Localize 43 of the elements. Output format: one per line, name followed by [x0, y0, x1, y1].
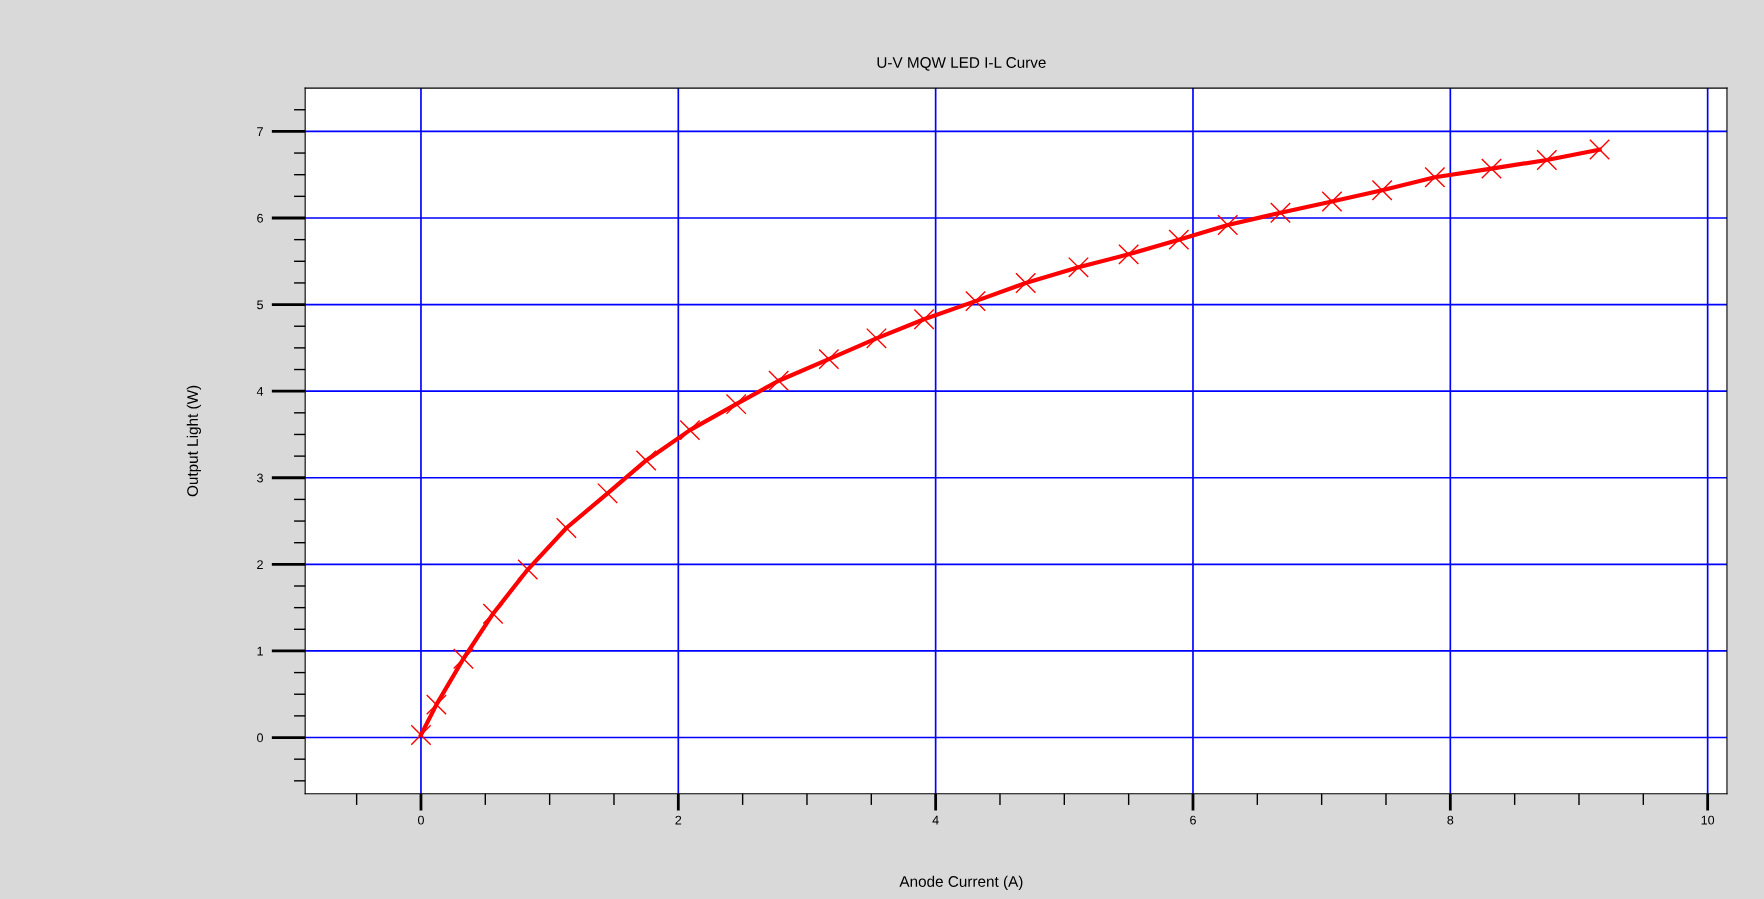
point	[679, 419, 701, 441]
point	[768, 370, 790, 392]
x-tick-label: 10	[1701, 815, 1715, 825]
x-tick-label: 8	[1447, 815, 1454, 825]
point	[482, 603, 504, 625]
y-tick-label: 5	[257, 300, 263, 310]
point	[410, 724, 432, 746]
point	[1321, 191, 1343, 212]
y-axis-title: Output Light (W)	[186, 385, 201, 497]
y-tick-label: 1	[257, 646, 263, 656]
x-tick-label: 2	[675, 815, 682, 825]
point	[913, 308, 935, 330]
y-tick-label: 2	[257, 560, 263, 569]
point	[965, 290, 986, 312]
point	[1481, 158, 1502, 180]
point	[1118, 243, 1140, 265]
x-axis-title: Anode Current (A)	[899, 875, 1023, 890]
chart-title: U-V MQW LED I-L Curve	[877, 57, 1046, 71]
point	[1217, 214, 1239, 236]
point	[1536, 149, 1558, 171]
point	[866, 327, 887, 349]
point	[725, 393, 747, 415]
point	[1168, 229, 1190, 251]
point	[555, 517, 577, 539]
y-tick-label: 0	[257, 733, 264, 743]
y-tick-label: 4	[256, 387, 264, 396]
point	[1015, 272, 1037, 294]
x-tick-label: 0	[417, 815, 424, 825]
point	[1270, 202, 1291, 224]
point	[517, 559, 539, 580]
point	[1424, 166, 1446, 188]
point	[1589, 139, 1610, 160]
y-tick-label: 6	[257, 213, 263, 223]
point	[818, 348, 840, 370]
point	[1371, 179, 1393, 201]
point	[453, 648, 474, 670]
x-tick-label: 4	[932, 815, 939, 825]
y-tick-label: 3	[257, 473, 263, 483]
y-tick-label: 7	[257, 127, 263, 136]
point	[425, 694, 447, 716]
x-tick-label: 6	[1190, 815, 1196, 825]
point	[1068, 256, 1089, 278]
point	[635, 450, 657, 471]
